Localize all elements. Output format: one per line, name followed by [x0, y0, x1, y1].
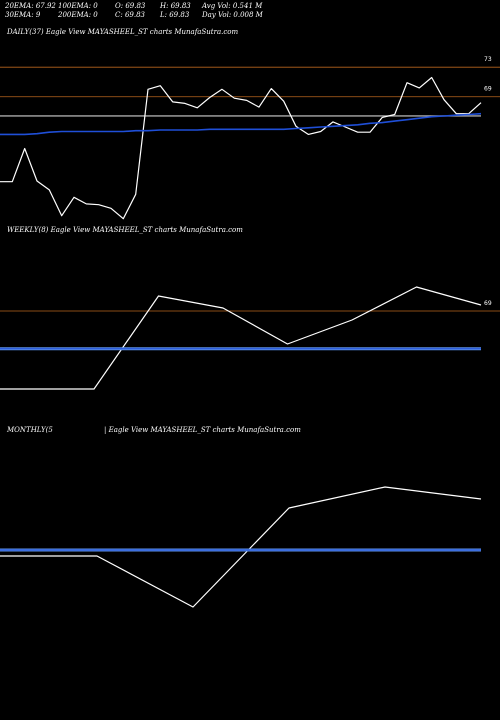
daily-chart: 73 69 [0, 56, 500, 220]
daily-ema-line [0, 112, 482, 136]
monthly-chart [0, 486, 482, 608]
stat-30ema: 30EMA: 9 [5, 11, 41, 19]
weekly-chart: 69 [0, 286, 500, 390]
monthly-price-line [0, 486, 482, 608]
level-label: 73 [484, 56, 492, 63]
stat-avg-vol: Avg Vol: 0.541 M [202, 2, 263, 10]
stat-20ema: 20EMA: 67.92 [5, 2, 56, 10]
stat-low: L: 69.83 [160, 11, 190, 19]
level-label: 69 [484, 300, 492, 307]
weekly-chart-title: WEEKLY(8) Eagle View MAYASHEEL_ST charts… [7, 226, 243, 234]
daily-chart-title: DAILY(37) Eagle View MAYASHEEL_ST charts… [7, 28, 239, 36]
weekly-price-line [0, 286, 482, 390]
stat-high: H: 69.83 [160, 2, 191, 10]
level-label: 69 [484, 86, 492, 93]
stat-open: O: 69.83 [115, 2, 146, 10]
stat-100ema: 100EMA: 0 [58, 2, 98, 10]
monthly-chart-title-source: | Eagle View MAYASHEEL_ST charts MunafaS… [104, 426, 301, 434]
stat-day-vol: Day Vol: 0.008 M [202, 11, 263, 19]
monthly-chart-title: MONTHLY(5 [7, 426, 53, 434]
stat-200ema: 200EMA: 0 [58, 11, 98, 19]
daily-price-line [0, 76, 482, 220]
stat-close: C: 69.83 [115, 11, 145, 19]
